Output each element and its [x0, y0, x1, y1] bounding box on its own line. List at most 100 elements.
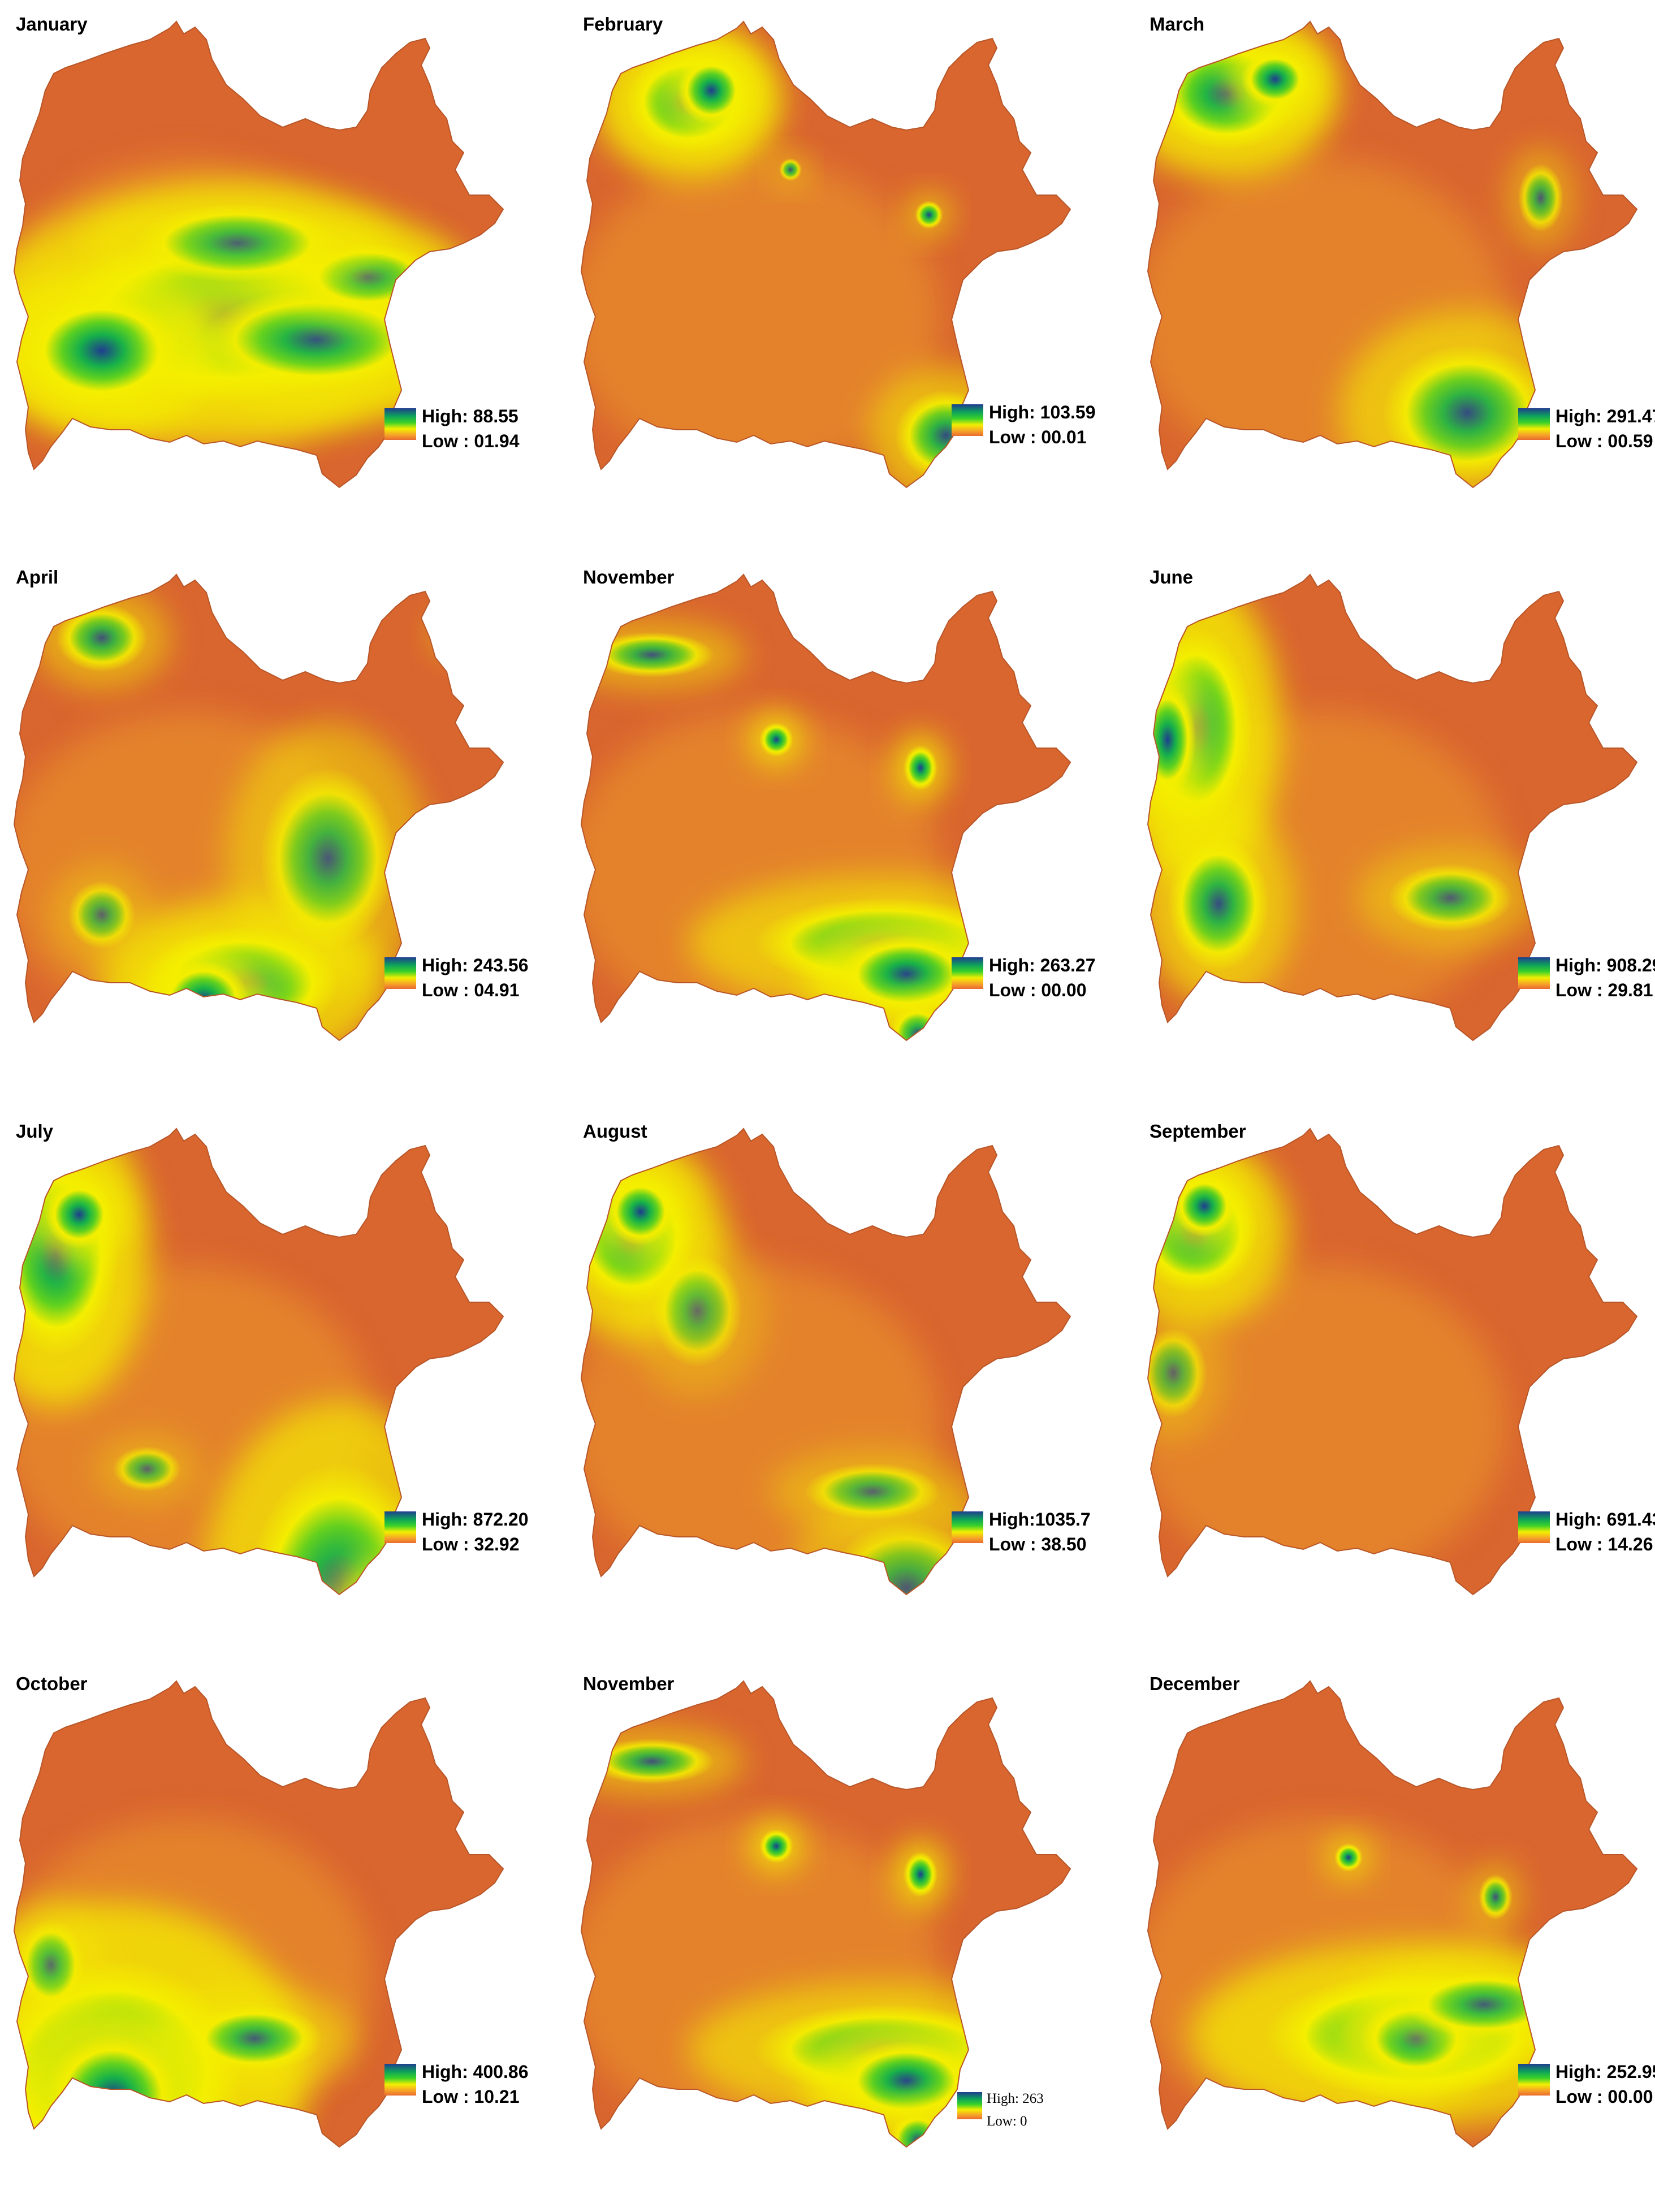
- legend-high-label: High: 263: [987, 2091, 1044, 2106]
- rainfall-halo: [136, 940, 271, 1040]
- rainfall-hotspot: [17, 1920, 85, 2010]
- legend-color-ramp: [384, 1511, 416, 1543]
- legend-color-ramp: [384, 408, 416, 440]
- legend: High: 400.86 Low : 10.21: [384, 2058, 543, 2109]
- rainfall-hotspot: [1382, 345, 1552, 481]
- rainfall-hotspot: [759, 1829, 793, 1863]
- legend-high-label: High: 400.86: [422, 2062, 529, 2082]
- rainfall-hotspot: [652, 1254, 742, 1367]
- rainfall-hotspot: [904, 745, 937, 790]
- rainfall-hotspot: [677, 57, 745, 124]
- legend-low-label: Low : 14.26: [1555, 1534, 1653, 1554]
- rainfall-hotspot: [1334, 1843, 1363, 1872]
- legend: High: 263 Low: 0: [957, 2086, 1116, 2137]
- rainfall-hotspot: [1518, 164, 1563, 232]
- legend: High:1035.7 Low : 38.50: [952, 1506, 1110, 1557]
- legend-low-label: Low : 29.81: [1555, 980, 1653, 1000]
- legend-low-label: Low : 00.59: [1555, 431, 1653, 451]
- month-title: June: [1150, 567, 1194, 587]
- legend-color-ramp: [1518, 957, 1550, 989]
- province-outline: [580, 20, 1071, 489]
- month-title: August: [583, 1121, 647, 1142]
- month-title: January: [16, 14, 88, 34]
- province-outline: [1147, 1127, 1638, 1596]
- rainfall-hotspot: [1405, 1971, 1563, 2038]
- legend: High: 252.95 Low : 00.00: [1518, 2058, 1655, 2109]
- province-outline: [1147, 20, 1638, 489]
- legend-high-label: High: 88.55: [422, 406, 518, 426]
- map-panel-10: October High: 400.86 Low : 10.21: [0, 1660, 551, 2212]
- map-panel-11: November High: 263 Low: 0: [567, 1660, 1118, 2212]
- legend-high-label: High: 252.95: [1555, 2062, 1655, 2082]
- legend: High: 243.56 Low : 04.91: [384, 952, 543, 1003]
- province-outline: [580, 573, 1071, 1042]
- rainfall-hotspot: [57, 604, 147, 672]
- rainfall-hotspot: [805, 1463, 940, 1520]
- rainfall-hotspot: [1168, 836, 1269, 971]
- rainfall-hotspot: [1241, 51, 1309, 107]
- rainfall-hotspot: [607, 1178, 675, 1246]
- legend-low-label: Low: 0: [987, 2114, 1027, 2129]
- legend-high-label: High: 243.56: [422, 955, 529, 975]
- legend-high-label: High: 291.47: [1555, 406, 1655, 426]
- legend: High: 872.20 Low : 32.92: [384, 1506, 543, 1557]
- legend-low-label: Low : 04.91: [422, 980, 520, 1000]
- rainfall-hotspot: [158, 960, 249, 1039]
- legend-high-label: High: 872.20: [422, 1509, 529, 1530]
- rainfall-hotspot: [23, 294, 181, 407]
- map-panel-7: July High: 872.20 Low : 32.92: [0, 1107, 551, 1660]
- province-outline: [13, 1127, 504, 1596]
- month-title: November: [583, 1673, 675, 1694]
- rainfall-hotspot: [1148, 683, 1196, 796]
- precipitation-map: [13, 1127, 504, 1596]
- legend-color-ramp: [952, 404, 983, 436]
- legend: High: 291.47 Low : 00.59: [1518, 403, 1655, 453]
- precipitation-map: [13, 1680, 504, 2148]
- province-outline: [13, 1680, 504, 2148]
- precipitation-map: [1147, 1127, 1638, 1596]
- month-title: February: [583, 14, 663, 34]
- rainfall-hotspot: [1388, 864, 1513, 932]
- rainfall-hotspot: [113, 1446, 181, 1492]
- rainfall-hotspot: [68, 881, 136, 949]
- precipitation-map: [1147, 20, 1638, 489]
- legend-high-label: High: 103.59: [989, 402, 1096, 422]
- rainfall-hotspot: [438, 621, 466, 649]
- legend-color-ramp: [952, 1511, 983, 1543]
- month-title: December: [1150, 1673, 1240, 1694]
- legend-color-ramp: [952, 957, 983, 989]
- legend: High: 88.55 Low : 01.94: [384, 403, 543, 453]
- legend-low-label: Low : 10.21: [422, 2086, 520, 2107]
- legend-low-label: Low : 00.00: [1555, 2086, 1653, 2107]
- precipitation-map: [1147, 573, 1638, 1042]
- rainfall-hotspot: [590, 632, 714, 677]
- legend-high-label: High: 263.27: [989, 955, 1096, 975]
- precipitation-map: [580, 573, 1071, 1042]
- month-title: November: [583, 567, 675, 587]
- rainfall-hotspot: [339, 1582, 418, 1595]
- rainfall-halo: [431, 614, 474, 656]
- rainfall-hotspot: [1173, 1175, 1235, 1237]
- legend-low-label: Low : 38.50: [989, 1534, 1087, 1554]
- province-outline: [1147, 1680, 1638, 2148]
- legend-color-ramp: [957, 2092, 982, 2119]
- month-title: April: [16, 567, 59, 587]
- map-panel-5: November High: 263.27 Low : 00.00: [567, 553, 1118, 1105]
- map-panel-9: September High: 691.43 Low : 14.26: [1134, 1107, 1655, 1660]
- rainfall-hotspot: [590, 1739, 714, 1784]
- precipitation-map: [13, 573, 504, 1042]
- precipitation-map: [580, 20, 1071, 489]
- rainfall-hotspot: [915, 201, 943, 229]
- map-panel-6: June High: 908.29 Low : 29.81: [1134, 553, 1655, 1105]
- legend-color-ramp: [384, 957, 416, 989]
- month-title: March: [1150, 14, 1205, 34]
- map-panel-2: February High: 103.59 Low : 00.01: [567, 0, 1118, 552]
- rainfall-hotspot: [779, 158, 802, 181]
- rainfall-hotspot: [45, 1181, 113, 1248]
- rainfall-hotspot: [260, 768, 396, 949]
- legend: High: 263.27 Low : 00.00: [952, 952, 1110, 1003]
- rainfall-halo: [875, 2098, 960, 2147]
- legend-low-label: Low : 00.00: [989, 980, 1087, 1000]
- legend-color-ramp: [1518, 408, 1550, 440]
